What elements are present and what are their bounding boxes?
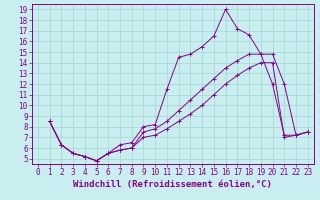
X-axis label: Windchill (Refroidissement éolien,°C): Windchill (Refroidissement éolien,°C)	[73, 180, 272, 189]
